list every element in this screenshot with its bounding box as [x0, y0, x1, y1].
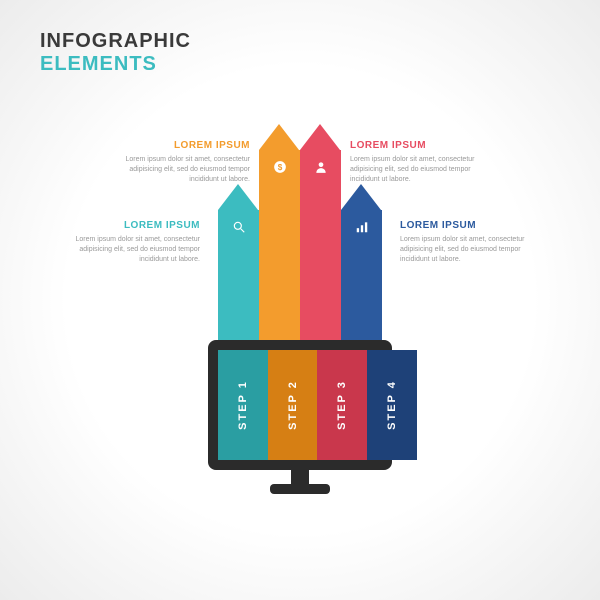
- header-line2: ELEMENTS: [40, 53, 191, 76]
- callout-body: Lorem ipsum dolor sit amet, consectetur …: [350, 155, 490, 184]
- step-cell-1: STEP 1: [218, 350, 268, 460]
- callout-body: Lorem ipsum dolor sit amet, consectetur …: [400, 235, 540, 264]
- arrow-body: $: [259, 150, 300, 340]
- step-label: STEP 2: [287, 380, 299, 430]
- step-cell-4: STEP 4: [367, 350, 417, 460]
- header: INFOGRAPHIC ELEMENTS: [40, 30, 191, 76]
- step-cell-2: STEP 2: [268, 350, 318, 460]
- search-icon: [232, 220, 246, 239]
- arrow-body: [341, 210, 382, 340]
- monitor-frame: STEP 1STEP 2STEP 3STEP 4: [208, 340, 392, 470]
- arrow-col-3: [300, 124, 341, 340]
- callout-4: LOREM IPSUM Lorem ipsum dolor sit amet, c…: [400, 220, 540, 264]
- arrow-tip: [341, 184, 381, 210]
- arrow-body: [218, 210, 259, 340]
- callout-title: LOREM IPSUM: [400, 220, 540, 231]
- monitor-base: [270, 484, 330, 494]
- dollar-icon: $: [273, 160, 287, 179]
- svg-text:$: $: [277, 163, 282, 172]
- step-label: STEP 3: [336, 380, 348, 430]
- step-label: STEP 1: [237, 380, 249, 430]
- user-icon: [314, 160, 328, 179]
- callout-title: LOREM IPSUM: [60, 220, 200, 231]
- callout-2: LOREM IPSUM Lorem ipsum dolor sit amet, c…: [350, 140, 490, 184]
- step-label: STEP 4: [386, 380, 398, 430]
- step-cell-3: STEP 3: [317, 350, 367, 460]
- arrow-col-1: [218, 184, 259, 340]
- arrow-body: [300, 150, 341, 340]
- arrow-tip: [259, 124, 299, 150]
- callout-1: LOREM IPSUM Lorem ipsum dolor sit amet, c…: [110, 140, 250, 184]
- callout-body: Lorem ipsum dolor sit amet, consectetur …: [60, 235, 200, 264]
- arrow-tip: [300, 124, 340, 150]
- bars-icon: [355, 220, 369, 239]
- callout-body: Lorem ipsum dolor sit amet, consectetur …: [110, 155, 250, 184]
- arrow-col-2: $: [259, 124, 300, 340]
- callout-3: LOREM IPSUM Lorem ipsum dolor sit amet, c…: [60, 220, 200, 264]
- header-line1: INFOGRAPHIC: [40, 30, 191, 53]
- callout-title: LOREM IPSUM: [110, 140, 250, 151]
- arrow-col-4: [341, 184, 382, 340]
- arrow-tip: [218, 184, 258, 210]
- callout-title: LOREM IPSUM: [350, 140, 490, 151]
